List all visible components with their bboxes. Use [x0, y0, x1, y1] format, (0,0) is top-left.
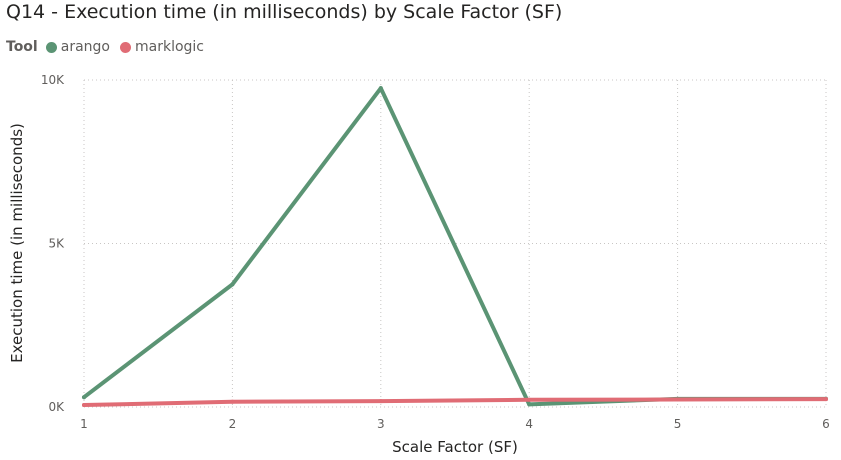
data-point-arango[interactable] — [527, 402, 532, 407]
chart-title: Q14 - Execution time (in milliseconds) b… — [6, 1, 563, 23]
x-tick-label: 4 — [525, 417, 533, 431]
legend-title: Tool — [6, 39, 38, 55]
data-point-marklogic[interactable] — [675, 397, 680, 402]
gridlines — [83, 79, 827, 408]
x-axis-ticks: 1 2 3 4 5 6 — [80, 417, 830, 431]
legend: Tool arango marklogic — [6, 39, 214, 55]
x-axis-label: Scale Factor (SF) — [392, 438, 518, 456]
legend-marker-marklogic — [119, 41, 131, 53]
y-tick-label: 5K — [48, 237, 65, 251]
data-point-arango[interactable] — [378, 86, 383, 91]
data-point-arango[interactable] — [230, 282, 235, 287]
data-point-arango[interactable] — [82, 395, 86, 400]
y-tick-label: 0K — [48, 400, 65, 414]
data-point-marklogic[interactable] — [527, 397, 532, 402]
x-tick-label: 3 — [377, 417, 385, 431]
series-line-marklogic[interactable] — [82, 397, 828, 408]
data-point-marklogic[interactable] — [378, 399, 383, 404]
x-tick-label: 6 — [822, 417, 830, 431]
legend-item-arango[interactable]: arango — [45, 39, 110, 55]
x-tick-label: 5 — [674, 417, 682, 431]
legend-label-marklogic: marklogic — [134, 39, 204, 55]
data-point-marklogic[interactable] — [230, 399, 235, 404]
series-line-arango[interactable] — [82, 86, 828, 407]
legend-item-marklogic[interactable]: marklogic — [119, 39, 204, 55]
legend-label-arango: arango — [60, 39, 110, 55]
series-lines — [82, 86, 828, 408]
x-tick-label: 1 — [80, 417, 88, 431]
x-tick-label: 2 — [229, 417, 237, 431]
data-point-marklogic[interactable] — [824, 397, 828, 402]
legend-marker-arango — [45, 41, 57, 53]
y-axis-ticks: 0K 5K 10K — [41, 73, 65, 414]
y-tick-label: 10K — [41, 73, 65, 87]
y-axis-label: Execution time (in milliseconds) — [8, 123, 26, 363]
data-point-marklogic[interactable] — [82, 403, 86, 408]
